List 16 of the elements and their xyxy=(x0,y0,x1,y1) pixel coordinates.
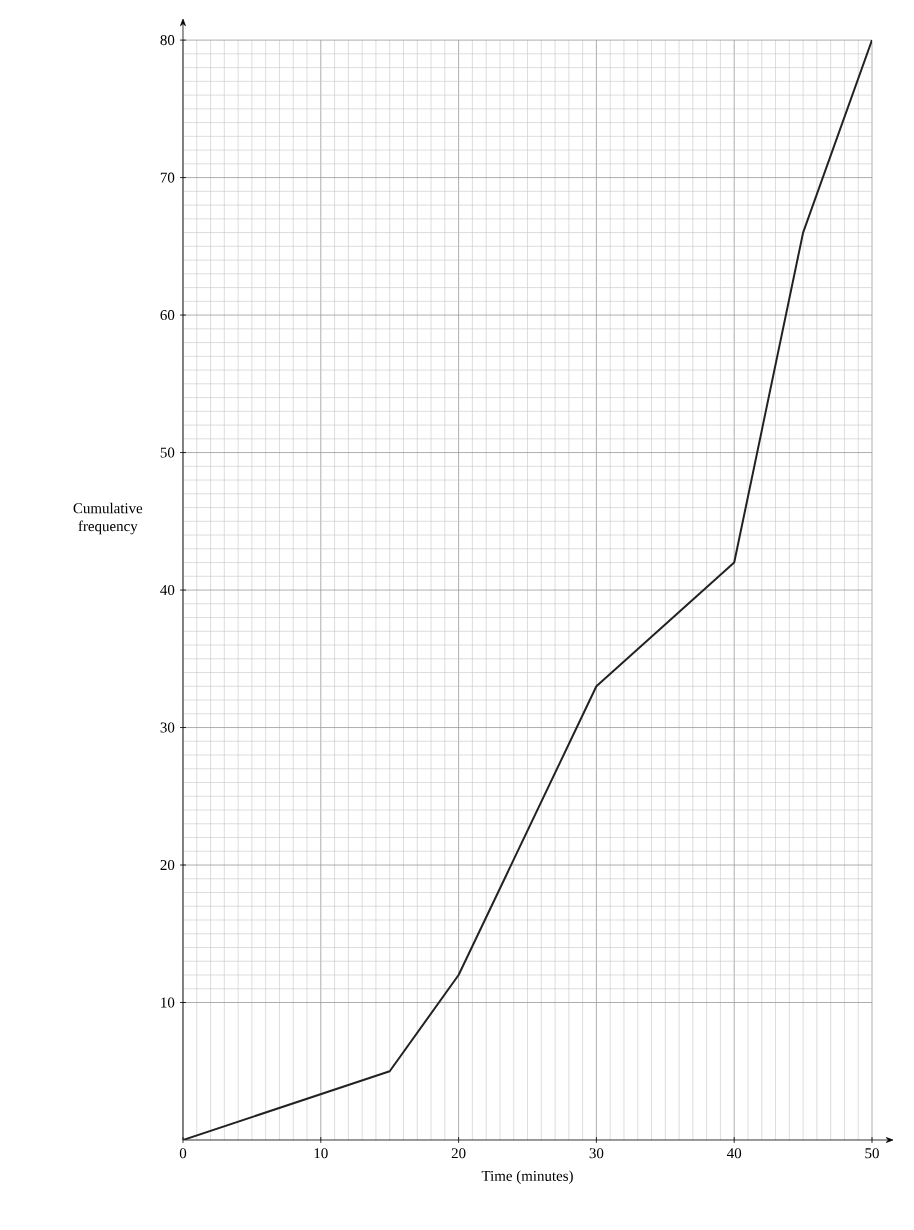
y-tick-label: 10 xyxy=(161,997,175,1008)
x-tick-label: 0 xyxy=(179,1148,187,1159)
x-axis-title: Time (minutes) xyxy=(481,1170,573,1184)
y-tick-label: 50 xyxy=(160,447,175,458)
y-tick-label: 30 xyxy=(160,722,175,733)
x-tick-label: 50 xyxy=(865,1148,879,1159)
x-tick-label: 10 xyxy=(314,1148,328,1159)
y-tick-label: 80 xyxy=(160,35,175,46)
y-tick-label: 20 xyxy=(160,859,175,871)
x-tick-label: 30 xyxy=(589,1148,604,1159)
y-axis-title: Cumulative frequency xyxy=(73,502,143,535)
x-tick-label: 40 xyxy=(727,1148,742,1159)
y-tick-label: 60 xyxy=(160,310,175,321)
y-tick-label: 70 xyxy=(160,172,175,183)
x-tick-label: 20 xyxy=(451,1148,466,1159)
y-tick-label: 40 xyxy=(160,585,175,596)
